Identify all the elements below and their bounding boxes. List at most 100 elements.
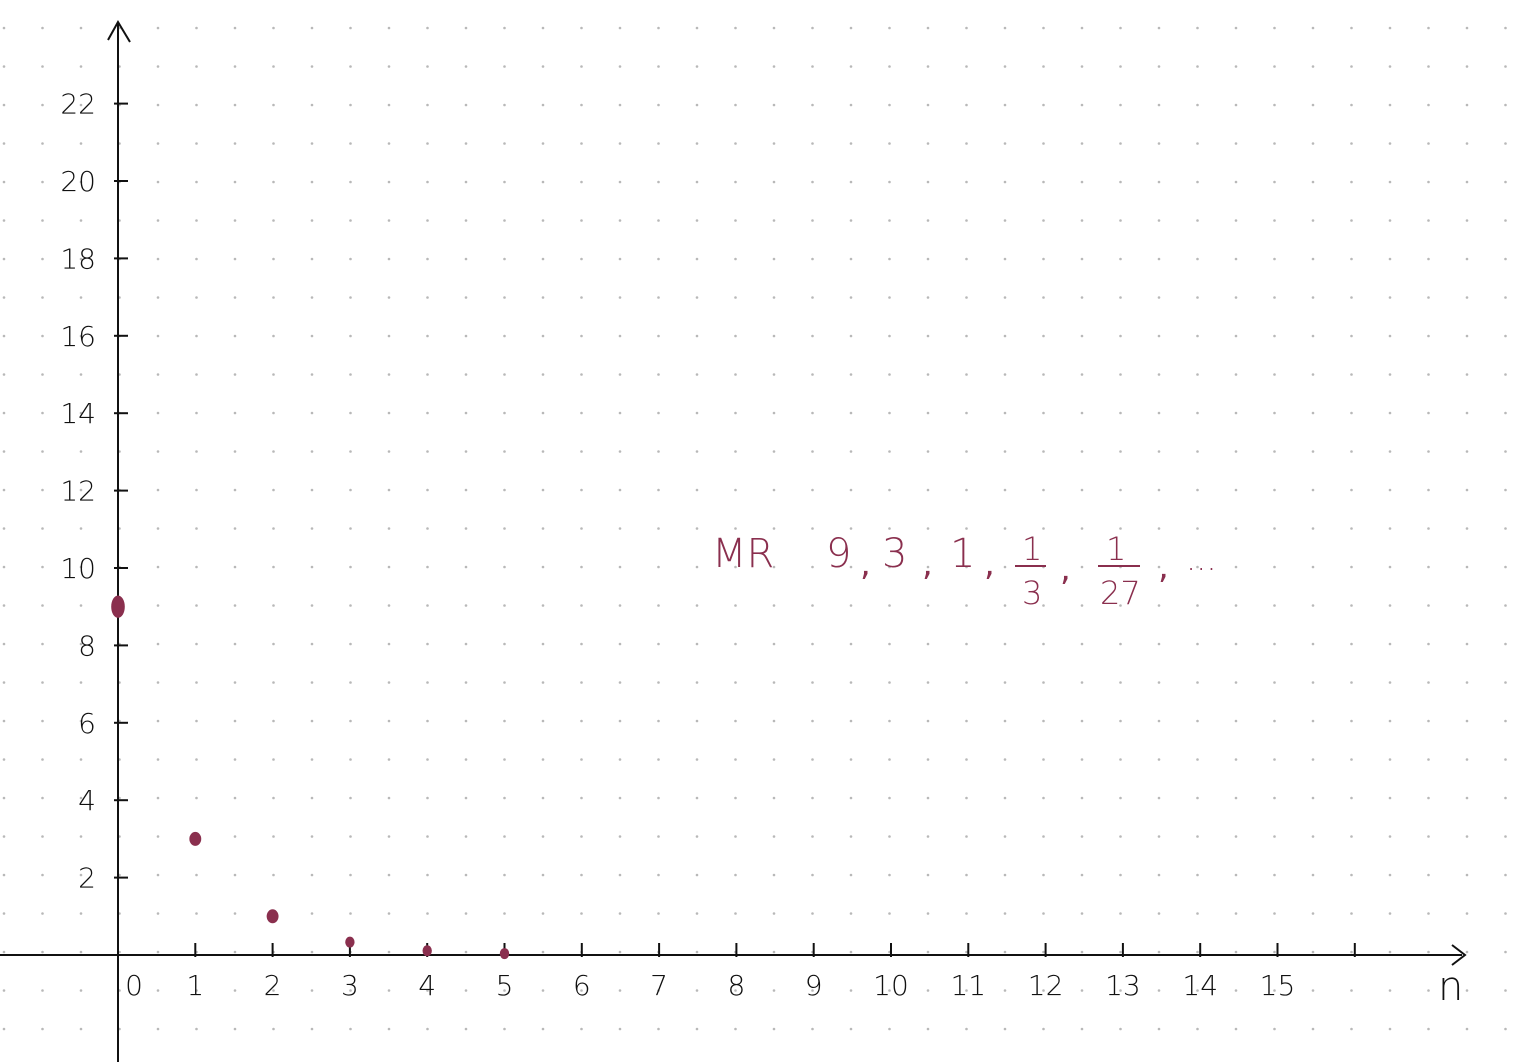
grid-dot	[387, 103, 391, 107]
x-tick-label: 7	[650, 969, 668, 1002]
grid-dot	[580, 912, 583, 915]
grid-dot	[580, 296, 583, 299]
grid-dot	[426, 257, 429, 261]
grid-dot	[503, 642, 506, 646]
grid-dot	[349, 26, 352, 30]
grid-dot	[426, 219, 429, 222]
grid-dot	[580, 450, 583, 453]
grid-dot	[1504, 1027, 1507, 1031]
grid-dot	[580, 488, 583, 492]
grid-dot	[888, 835, 891, 838]
grid-dot	[1003, 527, 1007, 530]
grid-dot	[310, 65, 314, 68]
grid-dot	[310, 411, 314, 415]
grid-dot	[1311, 719, 1315, 723]
grid-dot	[849, 373, 853, 376]
grid-dot	[1427, 912, 1430, 915]
grid-dot	[1465, 450, 1469, 453]
grid-dot	[272, 103, 275, 107]
grid-dot	[926, 758, 930, 761]
grid-dot	[2, 719, 6, 723]
grid-dot	[1003, 103, 1007, 107]
grid-dot	[195, 989, 198, 992]
data-point	[111, 595, 125, 618]
grid-dot	[695, 989, 699, 992]
grid-dot	[1350, 835, 1353, 838]
grid-dot	[1504, 912, 1507, 915]
grid-dot	[1234, 142, 1238, 145]
grid-dot	[888, 719, 891, 723]
grid-dot	[618, 65, 622, 68]
grid-dot	[464, 180, 468, 184]
grid-dot	[541, 450, 545, 453]
grid-dot	[233, 411, 237, 415]
grid-dot	[1350, 796, 1353, 800]
grid-dot	[503, 758, 506, 761]
grid-dot	[1465, 373, 1469, 376]
grid-dot	[1350, 65, 1353, 68]
grid-dot	[580, 334, 583, 338]
grid-dot	[618, 989, 622, 992]
grid-dot	[1465, 1027, 1469, 1031]
grid-dot	[1234, 873, 1238, 877]
grid-dot	[464, 103, 468, 107]
grid-dot	[1157, 835, 1161, 838]
y-tick-label: 20	[60, 165, 96, 198]
grid-dot	[41, 180, 44, 184]
grid-dot	[1119, 1027, 1122, 1031]
grid-dot	[1465, 796, 1469, 800]
grid-dot	[1003, 65, 1007, 68]
grid-dot	[464, 142, 468, 145]
grid-dot	[503, 681, 506, 684]
grid-dot	[1080, 180, 1084, 184]
grid-dot	[1273, 488, 1276, 492]
grid-dot	[387, 257, 391, 261]
grid-dot	[156, 642, 160, 646]
grid-dot	[965, 103, 968, 107]
grid-dot	[1157, 1027, 1161, 1031]
grid-dot	[541, 642, 545, 646]
grid-dot	[926, 488, 930, 492]
grid-dot	[695, 65, 699, 68]
grid-dot	[1157, 26, 1161, 30]
grid-dot	[965, 142, 968, 145]
grid-dot	[1080, 334, 1084, 338]
grid-dot	[272, 334, 275, 338]
grid-dot	[349, 334, 352, 338]
grid-dot	[387, 527, 391, 530]
grid-dot	[1504, 180, 1507, 184]
grid-dot	[272, 835, 275, 838]
grid-dot	[1427, 334, 1430, 338]
grid-dot	[503, 989, 506, 992]
grid-dot	[1350, 180, 1353, 184]
grid-dot	[965, 719, 968, 723]
grid-dot	[464, 873, 468, 877]
grid-dot	[1273, 912, 1276, 915]
grid-dot	[849, 565, 853, 569]
grid-dot	[1196, 142, 1199, 145]
grid-dot	[888, 334, 891, 338]
grid-dot	[888, 642, 891, 646]
grid-dot	[1003, 26, 1007, 30]
grid-dot	[772, 758, 776, 761]
grid-dot	[272, 26, 275, 30]
grid-dot	[272, 681, 275, 684]
grid-dot	[926, 681, 930, 684]
grid-dot	[1157, 604, 1161, 607]
grid-dot	[195, 450, 198, 453]
grid-dot	[503, 796, 506, 800]
grid-dot	[580, 1027, 583, 1031]
grid-dot	[79, 758, 83, 761]
grid-dot	[195, 758, 198, 761]
grid-dot	[1003, 488, 1007, 492]
grid-dot	[349, 989, 352, 992]
grid-dot	[2, 257, 6, 261]
grid-dot	[1157, 796, 1161, 800]
grid-dot	[811, 527, 814, 530]
grid-dot	[1350, 565, 1353, 569]
grid-dot	[195, 565, 198, 569]
grid-dot	[1234, 758, 1238, 761]
grid-dot	[695, 26, 699, 30]
grid-dot	[349, 527, 352, 530]
grid-dot	[1388, 604, 1392, 607]
